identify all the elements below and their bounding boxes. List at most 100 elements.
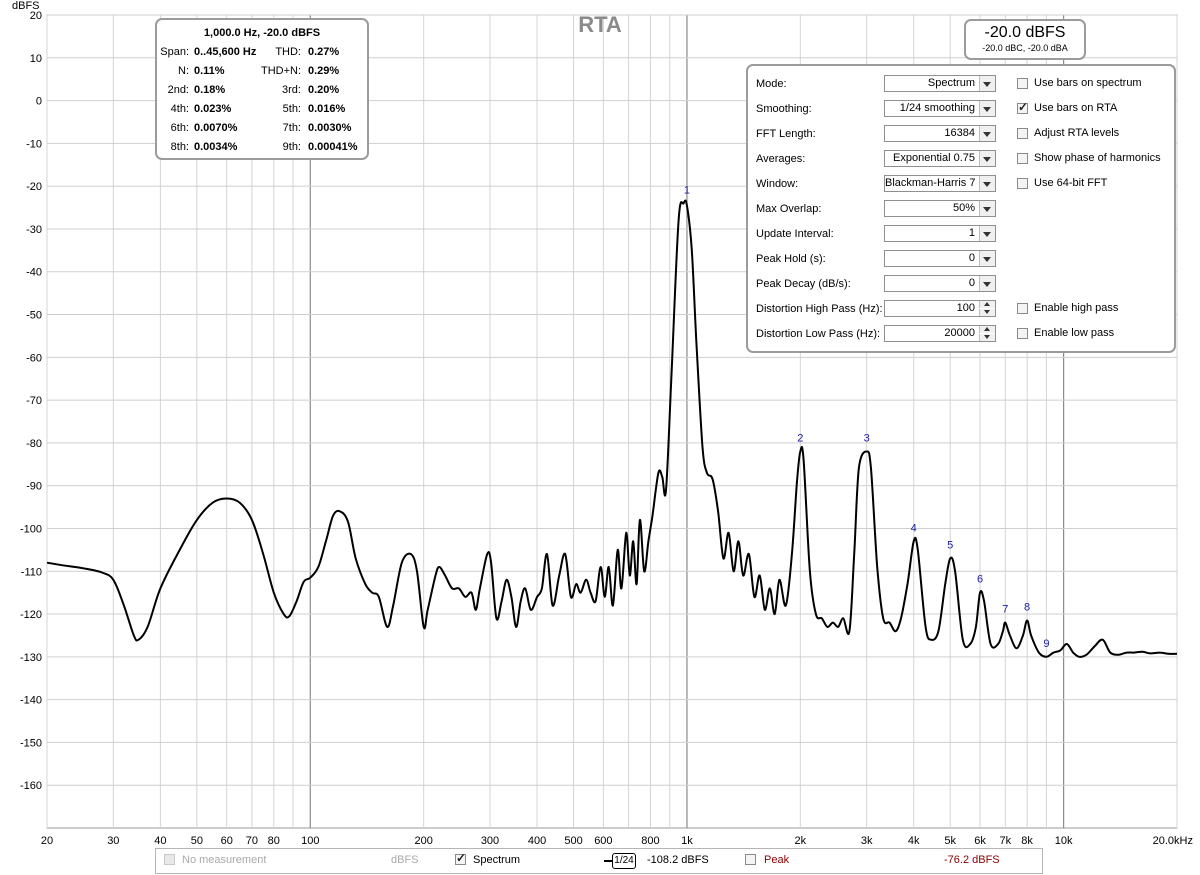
- distortion-label: THD+N:: [260, 65, 301, 77]
- chevron-down-icon[interactable]: [979, 276, 995, 291]
- harmonic-marker: 6: [977, 574, 983, 586]
- peak-checkbox[interactable]: [745, 854, 756, 865]
- x-tick-label: 70: [246, 835, 258, 847]
- distortion-header: 1,000.0 Hz, -20.0 dBFS: [203, 27, 321, 39]
- spin-down-icon[interactable]: [979, 334, 995, 341]
- chevron-down-icon[interactable]: [979, 126, 995, 141]
- chevron-down-icon[interactable]: [979, 251, 995, 266]
- peak-decay-label: Peak Decay (dB/s):: [756, 278, 851, 290]
- bars-on-rta-checkbox[interactable]: [1017, 100, 1028, 114]
- y-tick-label: -50: [26, 310, 42, 322]
- fft-length-select[interactable]: 16384: [884, 125, 996, 142]
- level-main-value: -20.0 dBFS: [984, 24, 1066, 41]
- distortion-value: 0.0070%: [194, 122, 238, 134]
- mode-select[interactable]: Spectrum: [884, 75, 996, 92]
- y-axis-unit: dBFS: [12, 0, 40, 12]
- harmonic-marker: 2: [797, 432, 803, 444]
- distortion-row: 2nd: 0.18% 3rd: 0.20%: [157, 84, 367, 103]
- x-tick-label: 40: [154, 835, 166, 847]
- y-tick-label: -130: [20, 652, 42, 664]
- distortion-value: 0.18%: [194, 84, 226, 96]
- distortion-low-pass-label: Distortion Low Pass (Hz):: [756, 328, 881, 340]
- harmonic-marker: 8: [1024, 601, 1030, 613]
- update-interval-select[interactable]: 1: [884, 225, 996, 242]
- bars-on-rta-label: Use bars on RTA: [1034, 102, 1118, 114]
- spectrum-legend-label: Spectrum: [473, 854, 521, 866]
- enable-high-pass-checkbox[interactable]: [1017, 303, 1028, 314]
- distortion-label: N:: [178, 65, 189, 77]
- x-tick-label: 50: [191, 835, 203, 847]
- chevron-down-icon[interactable]: [979, 101, 995, 116]
- distortion-high-pass-value: 100: [956, 302, 975, 314]
- distortion-low-pass-spinner[interactable]: 20000: [884, 325, 996, 342]
- distortion-value: 0.20%: [308, 84, 340, 96]
- y-tick-label: -150: [20, 737, 42, 749]
- distortion-high-pass-spinner[interactable]: 100: [884, 300, 996, 317]
- harmonic-marker: 1: [684, 184, 690, 196]
- harmonic-marker: 5: [947, 539, 953, 551]
- rta-controls-panel: Mode: Spectrum Smoothing: 1/24 smoothing…: [746, 64, 1176, 353]
- spin-up-icon[interactable]: [979, 301, 995, 308]
- smoothing-icon[interactable]: 1/24: [612, 853, 636, 869]
- enable-low-pass-checkbox[interactable]: [1017, 328, 1028, 339]
- level-readout[interactable]: -20.0 dBFS -20.0 dBC, -20.0 dBA: [964, 19, 1086, 60]
- distortion-value: 0.11%: [194, 65, 225, 77]
- distortion-value: 0..45,600 Hz: [194, 46, 257, 58]
- chevron-down-icon[interactable]: [979, 176, 995, 191]
- peak-hold-label: Peak Hold (s):: [756, 253, 826, 265]
- y-tick-label: -30: [26, 224, 42, 236]
- fft-length-value: 16384: [944, 127, 975, 139]
- chevron-down-icon[interactable]: [979, 151, 995, 166]
- spin-up-icon[interactable]: [979, 326, 995, 333]
- x-tick-label: 4k: [908, 835, 920, 847]
- spectrum-checkbox[interactable]: [455, 851, 466, 865]
- level-weighted-values: -20.0 dBC, -20.0 dBA: [982, 43, 1068, 53]
- peak-hold-select[interactable]: 0: [884, 250, 996, 267]
- peak-decay-select[interactable]: 0: [884, 275, 996, 292]
- smoothing-select[interactable]: 1/24 smoothing: [884, 100, 996, 117]
- no-measurement-checkbox: [164, 854, 175, 865]
- y-tick-label: -110: [21, 566, 42, 578]
- distortion-label: 4th:: [170, 103, 189, 115]
- distortion-value: 0.29%: [308, 65, 340, 77]
- x-tick-label: 600: [594, 835, 612, 847]
- distortion-panel[interactable]: 1,000.0 Hz, -20.0 dBFS Span: 0..45,600 Hz…: [155, 18, 369, 160]
- show-phase-label: Show phase of harmonics: [1034, 152, 1161, 164]
- distortion-value: 0.023%: [194, 103, 232, 115]
- distortion-row: 4th: 0.023% 5th: 0.016%: [157, 103, 367, 122]
- distortion-value: 0.00041%: [308, 141, 358, 153]
- max-overlap-select[interactable]: 50%: [884, 200, 996, 217]
- y-tick-label: -90: [26, 481, 42, 493]
- distortion-value: 0.016%: [308, 103, 346, 115]
- harmonic-marker: 3: [864, 432, 870, 444]
- spectrum-cursor-value: -108.2 dBFS: [647, 854, 709, 866]
- spectrum-trace[interactable]: [46, 199, 1178, 658]
- show-phase-checkbox[interactable]: [1017, 153, 1028, 164]
- update-interval-label: Update Interval:: [756, 228, 834, 240]
- x-tick-label: 1k: [681, 835, 693, 847]
- x-tick-label: 6k: [974, 835, 986, 847]
- adjust-rta-levels-checkbox[interactable]: [1017, 128, 1028, 139]
- chevron-down-icon[interactable]: [979, 76, 995, 91]
- peak-hold-value: 0: [968, 252, 975, 264]
- distortion-value: 0.0030%: [308, 122, 352, 134]
- x-tick-label: 5k: [944, 835, 956, 847]
- y-tick-label: -120: [20, 609, 42, 621]
- y-tick-label: -60: [26, 352, 42, 364]
- chevron-down-icon[interactable]: [979, 201, 995, 216]
- bars-on-spectrum-checkbox[interactable]: [1017, 78, 1028, 89]
- window-select[interactable]: Blackman-Harris 7: [884, 175, 996, 192]
- harmonic-marker: 4: [911, 522, 917, 534]
- distortion-row: 6th: 0.0070% 7th: 0.0030%: [157, 122, 367, 141]
- distortion-label: 5th:: [282, 103, 301, 115]
- smoothing-label: Smoothing:: [756, 103, 812, 115]
- use-64bit-fft-checkbox[interactable]: [1017, 178, 1028, 189]
- chevron-down-icon[interactable]: [979, 226, 995, 241]
- y-tick-label: -20: [26, 181, 42, 193]
- enable-low-pass-label: Enable low pass: [1034, 327, 1115, 339]
- spin-down-icon[interactable]: [979, 309, 995, 316]
- x-tick-label: 80: [268, 835, 280, 847]
- averages-select[interactable]: Exponential 0.75: [884, 150, 996, 167]
- smoothing-value: 1/24 smoothing: [899, 102, 975, 114]
- use-64bit-fft-label: Use 64-bit FFT: [1034, 177, 1108, 189]
